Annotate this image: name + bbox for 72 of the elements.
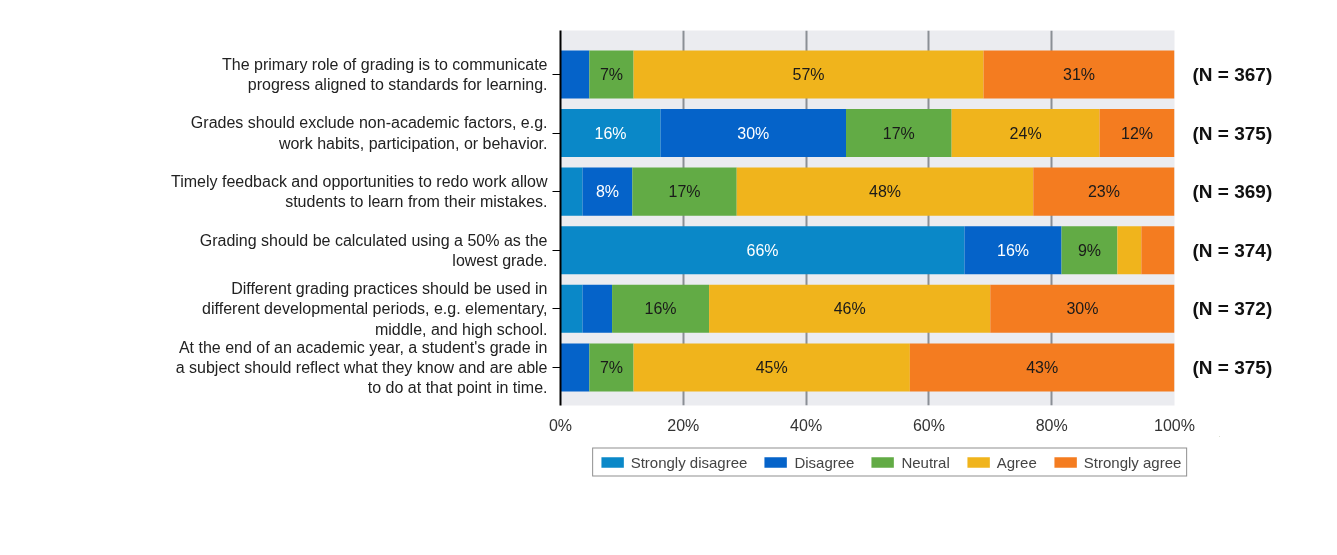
legend-label: Disagree (794, 453, 855, 471)
bar (560, 284, 583, 333)
text: (N = 367) (1192, 63, 1273, 85)
bar (560, 109, 661, 158)
bar (560, 226, 965, 275)
bar (560, 50, 590, 99)
x-tick-label: 60% (912, 416, 945, 434)
data-label: 8% (595, 183, 620, 201)
legend-label: Agree (996, 453, 1037, 471)
x-tick-label: 20% (667, 416, 700, 434)
data-label: 17% (882, 124, 915, 142)
data-label: 16% (997, 241, 1030, 259)
text: (N = 372) (1192, 298, 1273, 320)
y-tick-label: Different grading practices should be used in different developmental periods, e.g. elementary, middle, and high school. (202, 279, 548, 338)
bar (633, 50, 984, 99)
data-label: 48% (868, 183, 902, 201)
bar (964, 226, 1062, 275)
data-label: 31% (1063, 65, 1096, 83)
bar (983, 50, 1175, 99)
data-label: 23% (1087, 183, 1120, 201)
bar (709, 284, 991, 333)
bar (1117, 226, 1142, 275)
data-label: 66% (746, 241, 779, 259)
data-label: 46% (833, 300, 866, 318)
bar (1061, 226, 1118, 275)
bar (990, 284, 1175, 333)
bar (582, 167, 633, 216)
data-label: 45% (755, 358, 788, 376)
bar (660, 109, 847, 158)
data-label: 12% (1121, 124, 1154, 142)
bar (1033, 167, 1175, 216)
y-tick-label: The primary role of grading is to communicate progress aligned to standards for learning. (222, 55, 548, 94)
bar (909, 343, 1175, 392)
bar (632, 167, 737, 216)
bar (612, 284, 710, 333)
y-tick-label: Grades should exclude non-academic factors, e.g. work habits, participation, or behavior. (190, 114, 548, 152)
data-label: 30% (737, 124, 770, 142)
data-label: 43% (1026, 358, 1059, 376)
bar (633, 343, 910, 392)
x-tick-label: 40% (790, 416, 823, 434)
legend-label: Strongly disagree (630, 453, 748, 471)
bar (560, 167, 583, 216)
bar (560, 343, 590, 392)
data-label: 16% (594, 124, 627, 142)
y-tick-label: Timely feedback and opportunities to redo work allow students to learn from their mistakes. (171, 172, 548, 211)
text: (N = 375) (1192, 356, 1273, 378)
bar (582, 284, 613, 333)
bar (736, 167, 1034, 216)
bar (951, 109, 1100, 158)
bar (846, 109, 952, 158)
x-tick-label: 0% (548, 416, 573, 434)
text: (N = 374) (1192, 239, 1273, 261)
bar (589, 343, 634, 392)
data-label: 57% (792, 65, 825, 83)
x-tick-label: 80% (1035, 416, 1068, 434)
data-label: 16% (644, 300, 677, 318)
legend-label: Strongly agree (1083, 453, 1182, 471)
data-label: 30% (1066, 300, 1099, 318)
bar (589, 50, 634, 99)
data-label: 7% (599, 65, 624, 83)
x-tick-label: 100% (1154, 416, 1195, 434)
data-label: 7% (599, 358, 624, 376)
bar (1099, 109, 1175, 158)
y-tick-label: At the end of an academic year, a student's grade in a subject should reflect what they know and are able to do at that point in time. (175, 338, 548, 397)
y-tick-label: Grading should be calculated using a 50% as the lowest grade. (199, 231, 548, 269)
text: (N = 375) (1192, 122, 1273, 144)
data-label: 9% (1077, 241, 1102, 259)
legend-label: Neutral (901, 453, 950, 471)
bar (1141, 226, 1175, 275)
text: (N = 369) (1192, 181, 1273, 203)
data-label: 24% (1009, 124, 1042, 142)
data-label: 17% (668, 183, 701, 201)
